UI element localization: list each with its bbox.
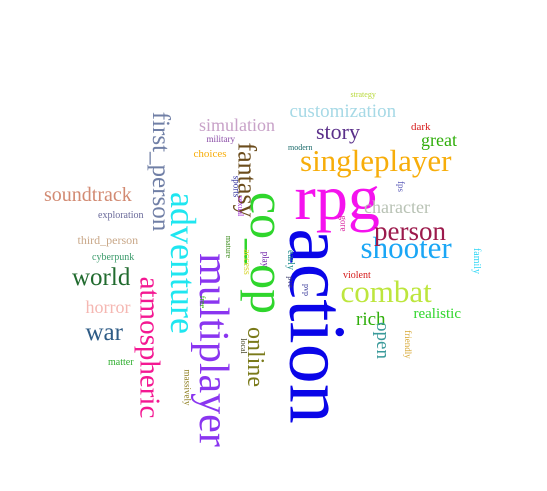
word-world: world: [72, 263, 131, 291]
word-pve: pve: [285, 276, 295, 288]
word-person: person: [374, 215, 446, 246]
word-pvp: pvp: [302, 284, 311, 296]
word-free: free: [198, 295, 208, 309]
word-dark: dark: [411, 120, 431, 133]
word-cyberpunk: cyberpunk: [92, 252, 135, 263]
word-atmospheric: atmospheric: [133, 276, 166, 418]
word-open: open: [371, 321, 393, 359]
word-local: local: [238, 338, 248, 354]
word-friendly: friendly: [402, 329, 413, 359]
word-family: family: [471, 247, 483, 275]
word-great: great: [421, 130, 457, 150]
word-sexual: sexual: [236, 195, 246, 217]
word-realistic: realistic: [413, 305, 461, 322]
word-character: character: [364, 197, 430, 217]
word-strategy: strategy: [350, 90, 376, 99]
word-soundtrack: soundtrack: [44, 184, 132, 206]
word-rich: rich: [356, 308, 386, 330]
word-access: access: [240, 249, 252, 275]
word-shooter: shooter: [360, 229, 452, 265]
word-first-person: first_person: [146, 111, 174, 231]
word-war: war: [85, 318, 123, 346]
word-massively: massively: [182, 369, 193, 405]
word-play: play: [260, 251, 271, 267]
word-customization: customization: [289, 100, 397, 122]
word-modern: modern: [288, 143, 313, 152]
word-gore: gore: [338, 215, 349, 231]
word-exploration: exploration: [98, 210, 144, 221]
word-online: online: [242, 327, 268, 387]
word-choices: choices: [193, 147, 227, 160]
word-military: military: [206, 133, 236, 144]
word-combat: combat: [340, 273, 432, 309]
word-simulation: simulation: [199, 115, 275, 135]
word-third-person: third_person: [77, 233, 139, 247]
word-fps: fps: [395, 180, 406, 192]
word-matter: matter: [108, 357, 134, 368]
word-violent: violent: [343, 270, 371, 281]
word-sports: sports: [231, 175, 242, 197]
word-rpg: rpg: [294, 162, 380, 233]
word-early: early: [285, 250, 296, 270]
word-horror: horror: [85, 297, 131, 317]
word-singleplayer: singleplayer: [300, 142, 452, 178]
word-story: story: [316, 119, 360, 144]
word-mature: mature: [224, 235, 234, 259]
